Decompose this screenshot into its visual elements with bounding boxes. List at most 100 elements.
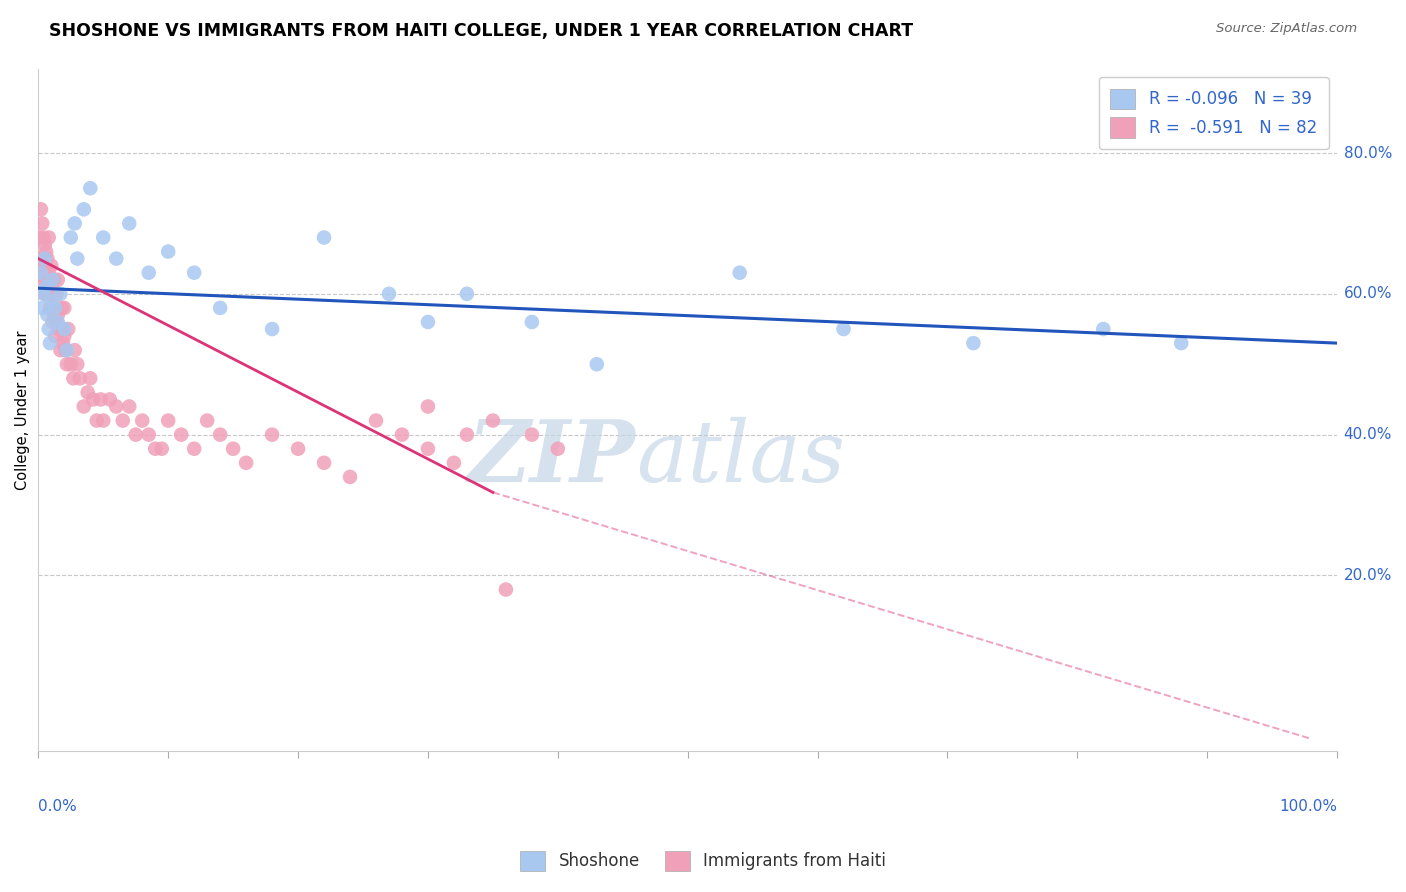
- Point: [125, 427, 148, 442]
- Point: [364, 413, 387, 427]
- Text: 100.0%: 100.0%: [1279, 799, 1337, 814]
- Point: [37, 308, 59, 322]
- Point: [30, 266, 52, 280]
- Point: [131, 413, 153, 427]
- Point: [1092, 322, 1115, 336]
- Point: [79, 371, 101, 385]
- Point: [86, 413, 108, 427]
- Point: [98, 392, 121, 407]
- Point: [456, 286, 478, 301]
- Point: [339, 470, 361, 484]
- Legend: R = -0.096   N = 39, R =  -0.591   N = 82: R = -0.096 N = 39, R = -0.591 N = 82: [1099, 77, 1329, 149]
- Point: [416, 315, 439, 329]
- Point: [46, 308, 69, 322]
- Point: [44, 301, 66, 315]
- Point: [28, 230, 51, 244]
- Point: [118, 216, 141, 230]
- Point: [49, 286, 72, 301]
- Point: [51, 301, 73, 315]
- Point: [35, 244, 58, 259]
- Point: [42, 308, 65, 322]
- Point: [55, 343, 77, 358]
- Point: [157, 244, 180, 259]
- Point: [416, 442, 439, 456]
- Point: [39, 273, 62, 287]
- Point: [157, 413, 180, 427]
- Point: [63, 343, 86, 358]
- Point: [34, 259, 56, 273]
- Point: [41, 286, 63, 301]
- Point: [31, 266, 53, 280]
- Point: [41, 286, 63, 301]
- Point: [520, 315, 543, 329]
- Point: [35, 280, 58, 294]
- Point: [832, 322, 855, 336]
- Point: [41, 259, 63, 273]
- Point: [31, 216, 53, 230]
- Point: [73, 202, 96, 217]
- Point: [32, 230, 55, 244]
- Point: [56, 357, 79, 371]
- Text: 60.0%: 60.0%: [1344, 286, 1392, 301]
- Point: [30, 252, 52, 266]
- Point: [48, 322, 70, 336]
- Point: [66, 357, 89, 371]
- Text: 20.0%: 20.0%: [1344, 568, 1392, 583]
- Point: [170, 427, 193, 442]
- Point: [34, 286, 56, 301]
- Point: [41, 293, 63, 308]
- Point: [118, 400, 141, 414]
- Point: [39, 301, 62, 315]
- Point: [42, 273, 65, 287]
- Point: [46, 273, 69, 287]
- Text: ZIP: ZIP: [468, 416, 636, 500]
- Point: [416, 400, 439, 414]
- Text: SHOSHONE VS IMMIGRANTS FROM HAITI COLLEGE, UNDER 1 YEAR CORRELATION CHART: SHOSHONE VS IMMIGRANTS FROM HAITI COLLEG…: [49, 22, 914, 40]
- Point: [105, 252, 128, 266]
- Point: [222, 442, 245, 456]
- Point: [49, 343, 72, 358]
- Point: [962, 336, 984, 351]
- Point: [195, 413, 218, 427]
- Point: [31, 301, 53, 315]
- Point: [53, 322, 76, 336]
- Point: [38, 266, 60, 280]
- Point: [183, 442, 205, 456]
- Point: [728, 266, 751, 280]
- Point: [138, 427, 160, 442]
- Legend: Shoshone, Immigrants from Haiti: Shoshone, Immigrants from Haiti: [512, 842, 894, 880]
- Point: [46, 315, 69, 329]
- Point: [391, 427, 413, 442]
- Point: [456, 427, 478, 442]
- Point: [38, 230, 60, 244]
- Point: [58, 322, 80, 336]
- Point: [143, 442, 166, 456]
- Point: [73, 400, 96, 414]
- Point: [51, 322, 73, 336]
- Point: [547, 442, 569, 456]
- Point: [312, 230, 335, 244]
- Point: [37, 286, 59, 301]
- Point: [482, 413, 505, 427]
- Point: [59, 357, 82, 371]
- Point: [262, 427, 284, 442]
- Point: [56, 343, 79, 358]
- Point: [35, 273, 58, 287]
- Text: 80.0%: 80.0%: [1344, 145, 1392, 161]
- Point: [44, 329, 66, 343]
- Point: [53, 329, 76, 343]
- Point: [90, 392, 112, 407]
- Point: [91, 230, 114, 244]
- Point: [38, 322, 60, 336]
- Text: Source: ZipAtlas.com: Source: ZipAtlas.com: [1216, 22, 1357, 36]
- Point: [378, 286, 401, 301]
- Point: [209, 301, 232, 315]
- Point: [62, 371, 84, 385]
- Point: [79, 181, 101, 195]
- Point: [262, 322, 284, 336]
- Point: [30, 202, 52, 217]
- Point: [183, 266, 205, 280]
- Point: [312, 456, 335, 470]
- Point: [66, 252, 89, 266]
- Point: [59, 230, 82, 244]
